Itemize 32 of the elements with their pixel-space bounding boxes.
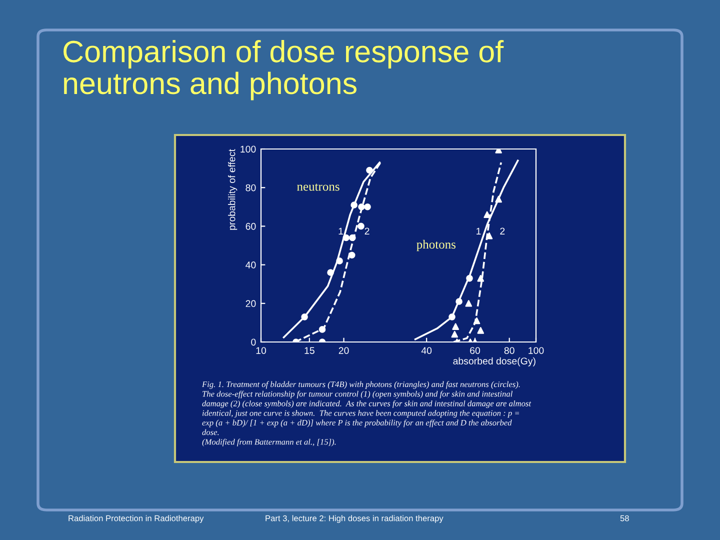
annotation: 2 xyxy=(500,228,505,235)
caption: Fig. 1. Treatment of bladder tumours (T4B) with photons (triangles) and fast neutrons (circles). xyxy=(202,381,520,389)
text: identical, just one curve is shown. The curves have been computed adopting the equation : p = xyxy=(202,410,520,418)
chart-title: Comparison of dose response of neutrons and photons xyxy=(64,40,504,100)
x-tick-label: 40 xyxy=(421,347,432,354)
annotation: photons xyxy=(416,240,456,252)
text: (Modified from Battermann et al., [15]). xyxy=(202,438,336,446)
text: damage (2) (close symbols) are indicated. As the curves for skin and intestinal damage are almost xyxy=(202,400,532,408)
text: Part 3, lecture 2: High doses in radiation therapy xyxy=(266,515,444,523)
x-tick-label: 20 xyxy=(338,347,349,354)
annotation: 1 xyxy=(338,228,343,235)
x-tick-label: 60 xyxy=(470,347,480,354)
x-tick-label: 80 xyxy=(504,347,514,354)
annotation: neutrons xyxy=(297,184,340,191)
x-tick-label: 100 xyxy=(528,347,544,354)
y-tick-label: 80 xyxy=(246,184,256,192)
y-tick-label: 20 xyxy=(246,300,256,308)
annotation: 1 xyxy=(476,228,481,235)
text: 58 xyxy=(620,515,629,522)
y-axis-title: probability of effect xyxy=(228,149,238,230)
y-tick-label: 40 xyxy=(246,262,256,268)
text: exp (a + bD)/ [1 + exp (a + dD)] where P is the probability for an effect and D the absorbed xyxy=(202,420,512,428)
text: Radiation Protection in Radiotherapy xyxy=(68,515,204,523)
y-tick-label: 60 xyxy=(246,222,256,230)
text: dose. xyxy=(202,429,219,436)
y-tick-label: 0 xyxy=(251,338,256,346)
x-tick-label: 15 xyxy=(304,347,314,354)
y-tick-label: 100 xyxy=(240,146,256,153)
text: The dose-effect relationship for tumour control (1) (open symbols) and for skin and intestinal xyxy=(202,390,513,398)
x-tick-label: 10 xyxy=(256,347,266,354)
x-axis-title: absorbed dose(Gy) xyxy=(453,357,536,366)
annotation: 2 xyxy=(364,228,370,235)
